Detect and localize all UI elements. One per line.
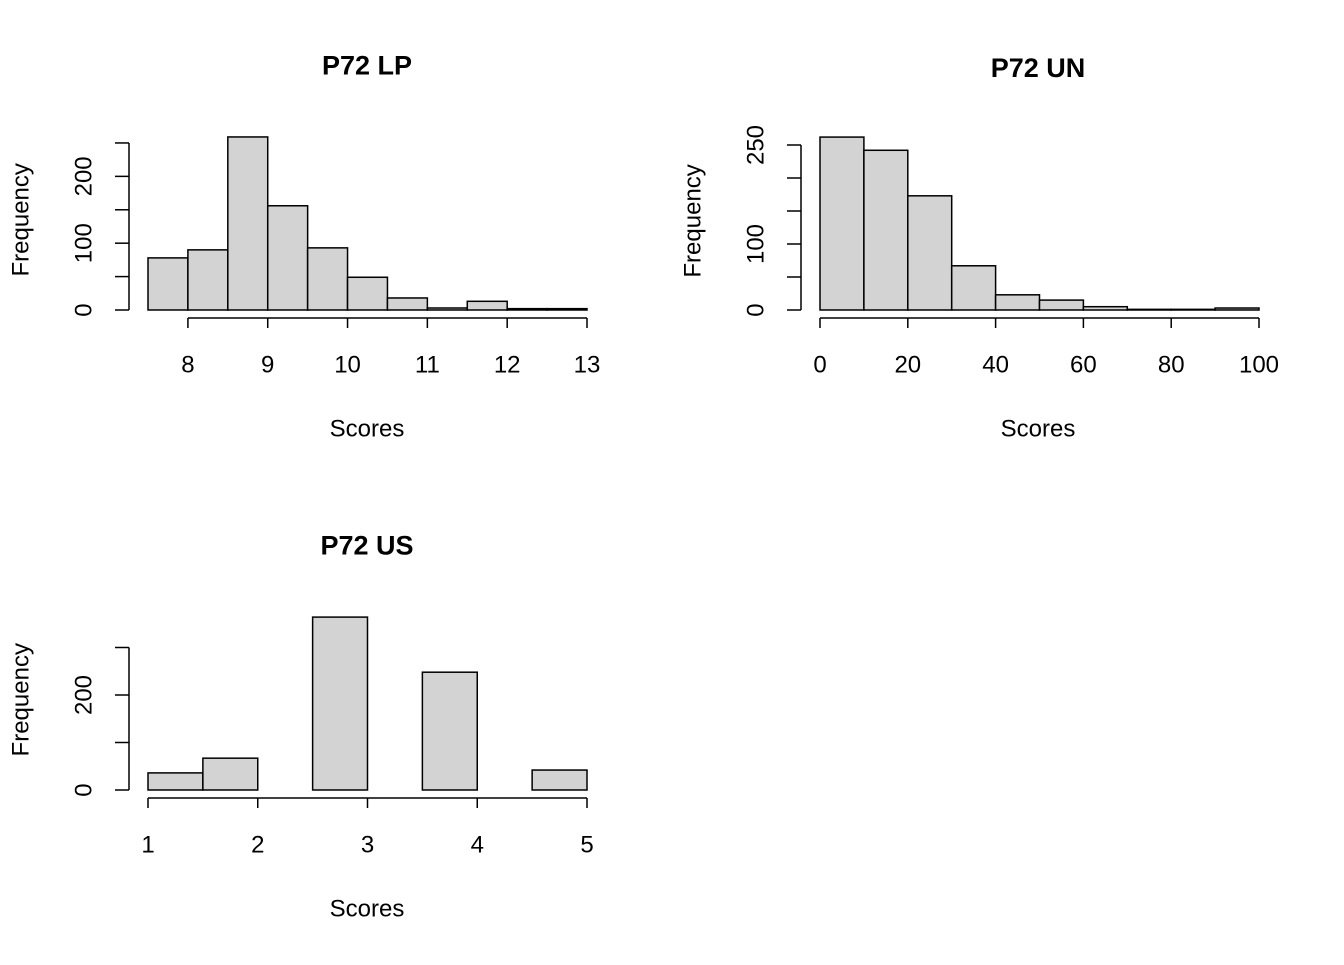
y-tick-label: 100 xyxy=(742,224,769,264)
x-tick-label: 1 xyxy=(141,831,154,858)
x-tick-label: 8 xyxy=(181,351,194,378)
x-axis-label: Scores xyxy=(330,895,405,922)
bar xyxy=(346,276,389,311)
bar xyxy=(994,294,1041,311)
y-axis-label: Frequency xyxy=(7,163,34,276)
chart-title: P72 LP xyxy=(322,51,412,81)
bar xyxy=(202,757,259,791)
y-tick-label: 0 xyxy=(70,783,97,796)
bar xyxy=(1126,308,1172,311)
bar xyxy=(1214,307,1260,311)
x-tick-label: 12 xyxy=(494,351,521,378)
bar xyxy=(1038,299,1085,311)
x-tick-label: 9 xyxy=(261,351,274,378)
bar xyxy=(1082,305,1129,311)
x-tick-label: 3 xyxy=(361,831,374,858)
x-tick-label: 4 xyxy=(471,831,484,858)
bar xyxy=(386,297,429,311)
x-tick-label: 60 xyxy=(1070,351,1097,378)
x-axis-label: Scores xyxy=(330,415,405,442)
chart-title: P72 US xyxy=(320,531,413,561)
bar xyxy=(907,195,953,311)
y-axis-label: Frequency xyxy=(7,643,34,756)
bar xyxy=(466,300,508,311)
x-tick-label: 40 xyxy=(982,351,1009,378)
x-tick-label: 80 xyxy=(1158,351,1185,378)
bar xyxy=(266,205,309,311)
y-tick-label: 0 xyxy=(742,303,769,316)
y-tick-label: 0 xyxy=(70,303,97,316)
y-tick-label: 200 xyxy=(70,156,97,196)
bar xyxy=(147,257,189,311)
bar xyxy=(531,769,588,791)
x-tick-label: 2 xyxy=(251,831,264,858)
x-axis-label: Scores xyxy=(1001,415,1076,442)
bar xyxy=(311,616,369,791)
x-tick-label: 11 xyxy=(415,351,440,378)
bar xyxy=(426,307,469,311)
bar xyxy=(227,136,269,311)
bar xyxy=(863,149,909,311)
bar xyxy=(506,307,548,311)
x-tick-label: 20 xyxy=(894,351,921,378)
x-tick-label: 13 xyxy=(574,351,601,378)
x-tick-label: 5 xyxy=(580,831,593,858)
bar xyxy=(950,265,997,311)
x-tick-label: 0 xyxy=(813,351,826,378)
bar xyxy=(306,247,349,311)
bar xyxy=(1170,308,1216,311)
bar xyxy=(187,249,229,311)
bar xyxy=(546,307,588,311)
y-tick-label: 100 xyxy=(70,223,97,263)
y-tick-label: 200 xyxy=(70,675,97,715)
bar xyxy=(819,136,865,311)
bar xyxy=(421,671,478,791)
bar xyxy=(147,772,204,791)
y-tick-label: 250 xyxy=(742,125,769,165)
y-axis-label: Frequency xyxy=(679,164,706,277)
chart-title: P72 UN xyxy=(991,53,1086,83)
x-tick-label: 100 xyxy=(1239,351,1279,378)
x-tick-label: 10 xyxy=(334,351,361,378)
